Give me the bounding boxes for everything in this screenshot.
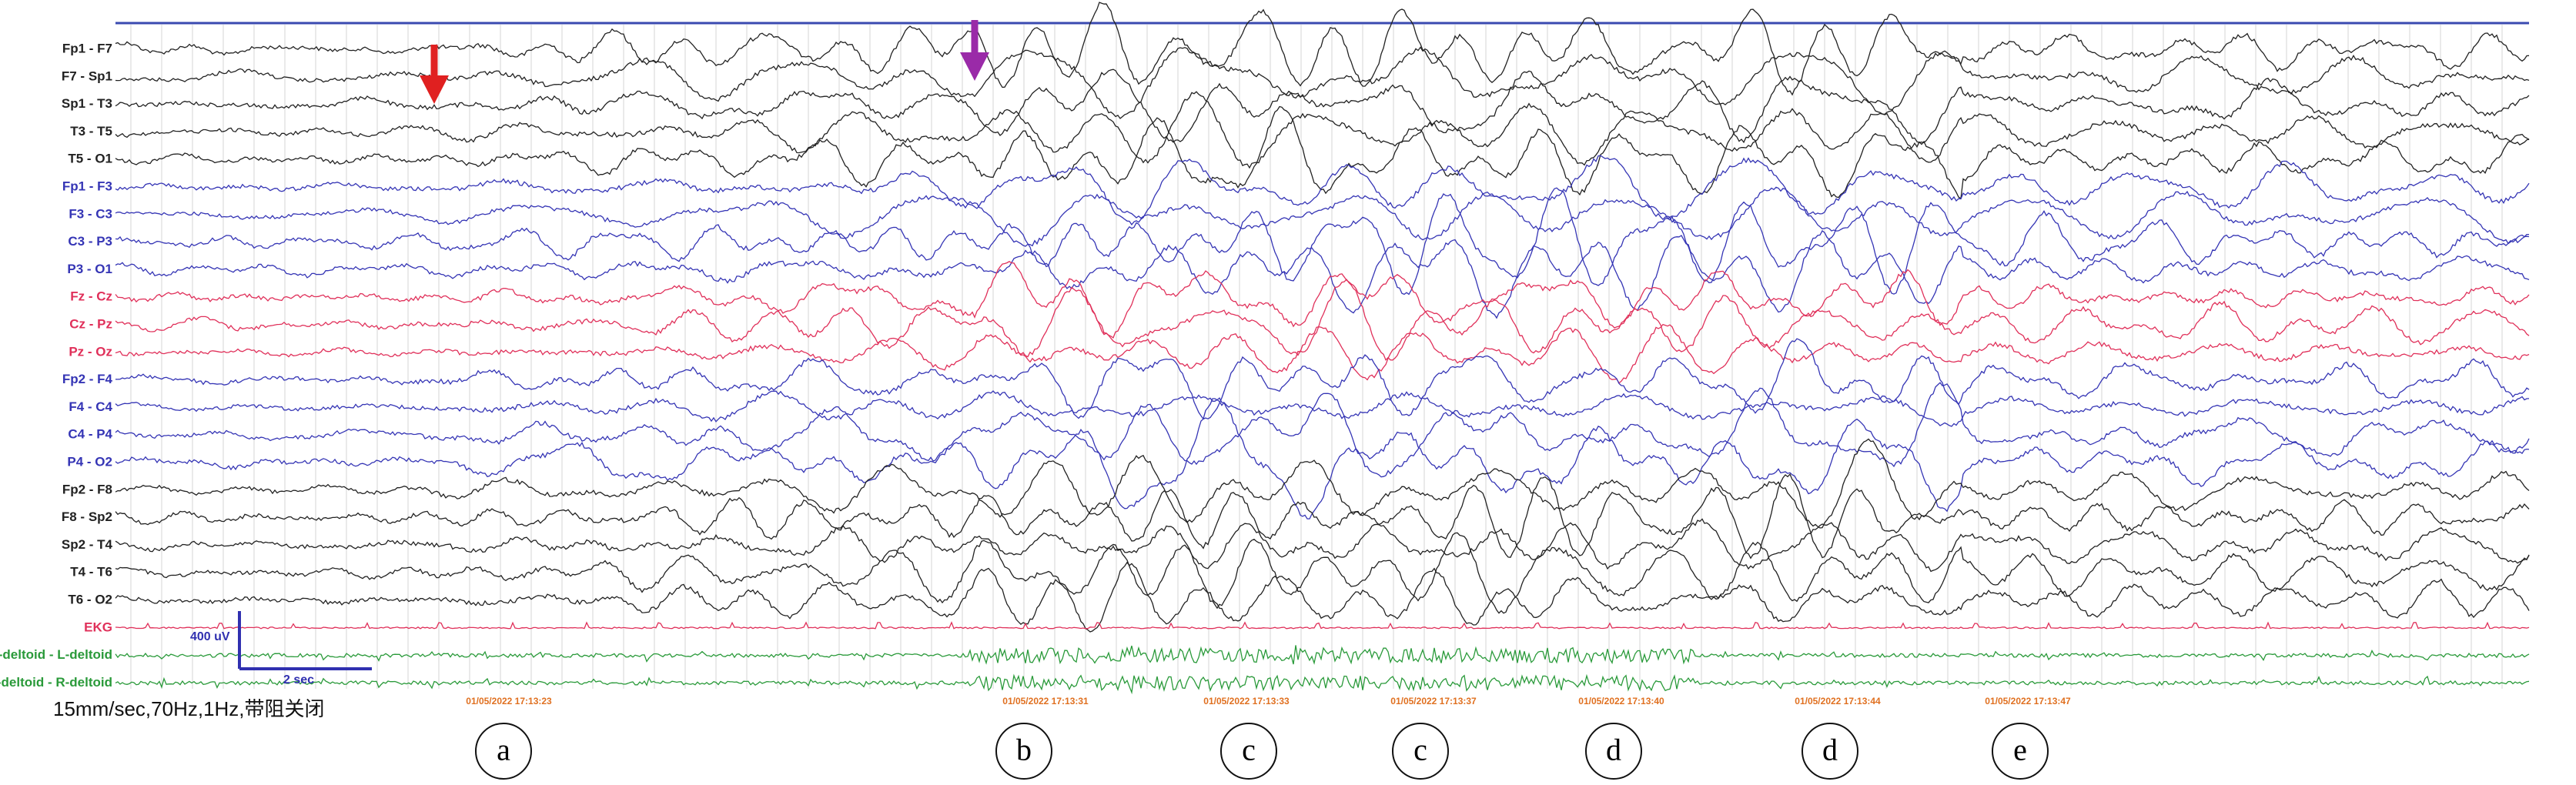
marker-circle [995, 723, 1052, 780]
timestamp: 01/05/2022 17:13:44 [1795, 696, 1881, 706]
traces [115, 2, 2530, 695]
scale-amplitude: 400 uV [190, 630, 230, 643]
channel-label: Pz - Oz [69, 344, 112, 359]
eeg-trace [115, 323, 2530, 384]
eeg-trace [115, 155, 2530, 225]
channel-label: F4 - C4 [69, 399, 112, 414]
timestamp: 01/05/2022 17:13:47 [1985, 696, 2071, 706]
channel-label: P3 - O1 [67, 262, 112, 276]
channel-label: T6 - O2 [68, 592, 112, 606]
scale-bar: 400 uV 2 sec [190, 611, 372, 686]
eeg-trace [115, 532, 2530, 614]
eeg-trace [115, 261, 2530, 339]
timestamp: 01/05/2022 17:13:31 [1002, 696, 1089, 706]
eeg-trace [115, 229, 2530, 319]
red-arrow [420, 45, 449, 104]
time-grid [130, 25, 2503, 689]
marker-label: a [497, 733, 510, 767]
channel-label: Fz - Cz [70, 289, 112, 304]
marker-circle [1392, 723, 1449, 780]
eeg-trace [115, 186, 2529, 247]
settings-text: 15mm/sec,70Hz,1Hz,带阻关闭 [53, 697, 325, 720]
eeg-trace [115, 46, 2530, 119]
timestamps: 01/05/2022 17:13:23 01/05/2022 17:13:31 01… [466, 696, 2071, 706]
eeg-trace [115, 673, 2530, 695]
timestamp: 01/05/2022 17:13:33 [1203, 696, 1290, 706]
arrow-head [960, 52, 989, 81]
eeg-trace [115, 561, 2530, 633]
channel-label: Fp2 - F8 [62, 482, 112, 496]
eeg-trace [115, 105, 2530, 200]
channel-label: F7 - Sp1 [62, 68, 112, 83]
channel-label: T4 - T6 [70, 565, 112, 580]
eeg-trace [115, 278, 2530, 361]
marker-circle [475, 723, 532, 780]
purple-arrow [960, 20, 989, 81]
channel-label: Cz - Pz [69, 316, 112, 331]
eeg-trace [115, 390, 2530, 427]
channel-label: R-deltoid - R-deltoid [0, 675, 112, 690]
channel-label: EKG [84, 620, 112, 634]
marker-label: e [2013, 733, 2027, 767]
channel-label: Sp1 - T3 [62, 96, 112, 111]
channel-label: Fp1 - F3 [62, 179, 112, 193]
timestamp: 01/05/2022 17:13:23 [466, 696, 552, 706]
channel-label: Fp1 - F7 [62, 41, 112, 55]
marker-circle [1220, 723, 1277, 780]
eeg-trace [115, 187, 2530, 296]
marker-label: d [1606, 733, 1621, 767]
marker-label: c [1413, 733, 1427, 767]
eeg-trace [115, 438, 2530, 529]
marker-label: b [1016, 733, 1032, 767]
timestamp: 01/05/2022 17:13:40 [1578, 696, 1664, 706]
channel-label: Sp2 - T4 [62, 537, 113, 552]
scale-time: 2 sec [283, 673, 314, 686]
eeg-trace [115, 397, 2530, 519]
eeg-trace [115, 621, 2530, 630]
eeg-trace [115, 2, 2530, 96]
channel-label: T3 - T5 [70, 124, 112, 139]
eeg-trace [115, 645, 2530, 665]
channel-labels: Fp1 - F7 F7 - Sp1 Sp1 - T3 T3 - T5 T5 - O1 Fp… [0, 41, 113, 689]
marker-label: c [1242, 733, 1256, 767]
channel-label: C3 - P3 [68, 234, 112, 249]
eeg-trace [115, 338, 2530, 420]
eeg-trace [115, 473, 2530, 560]
channel-label: C4 - P4 [68, 427, 112, 442]
channel-label: F3 - C3 [69, 206, 112, 221]
marker-circle [1585, 723, 1642, 780]
arrow-head [420, 75, 449, 104]
eeg-trace [115, 91, 2530, 169]
marker-label: d [1822, 733, 1838, 767]
eeg-trace [115, 382, 2530, 478]
channel-label: L-deltoid - L-deltoid [0, 647, 112, 662]
eeg-trace [115, 68, 2530, 144]
channel-label: F8 - Sp2 [62, 509, 112, 524]
marker-circle [1802, 723, 1858, 780]
channel-label: Fp2 - F4 [62, 372, 113, 386]
eeg-trace [115, 518, 2530, 573]
timestamp: 01/05/2022 17:13:37 [1390, 696, 1477, 706]
channel-label: T5 - O1 [68, 152, 112, 166]
marker-circle [1992, 723, 2049, 780]
channel-label: P4 - O2 [67, 454, 112, 469]
